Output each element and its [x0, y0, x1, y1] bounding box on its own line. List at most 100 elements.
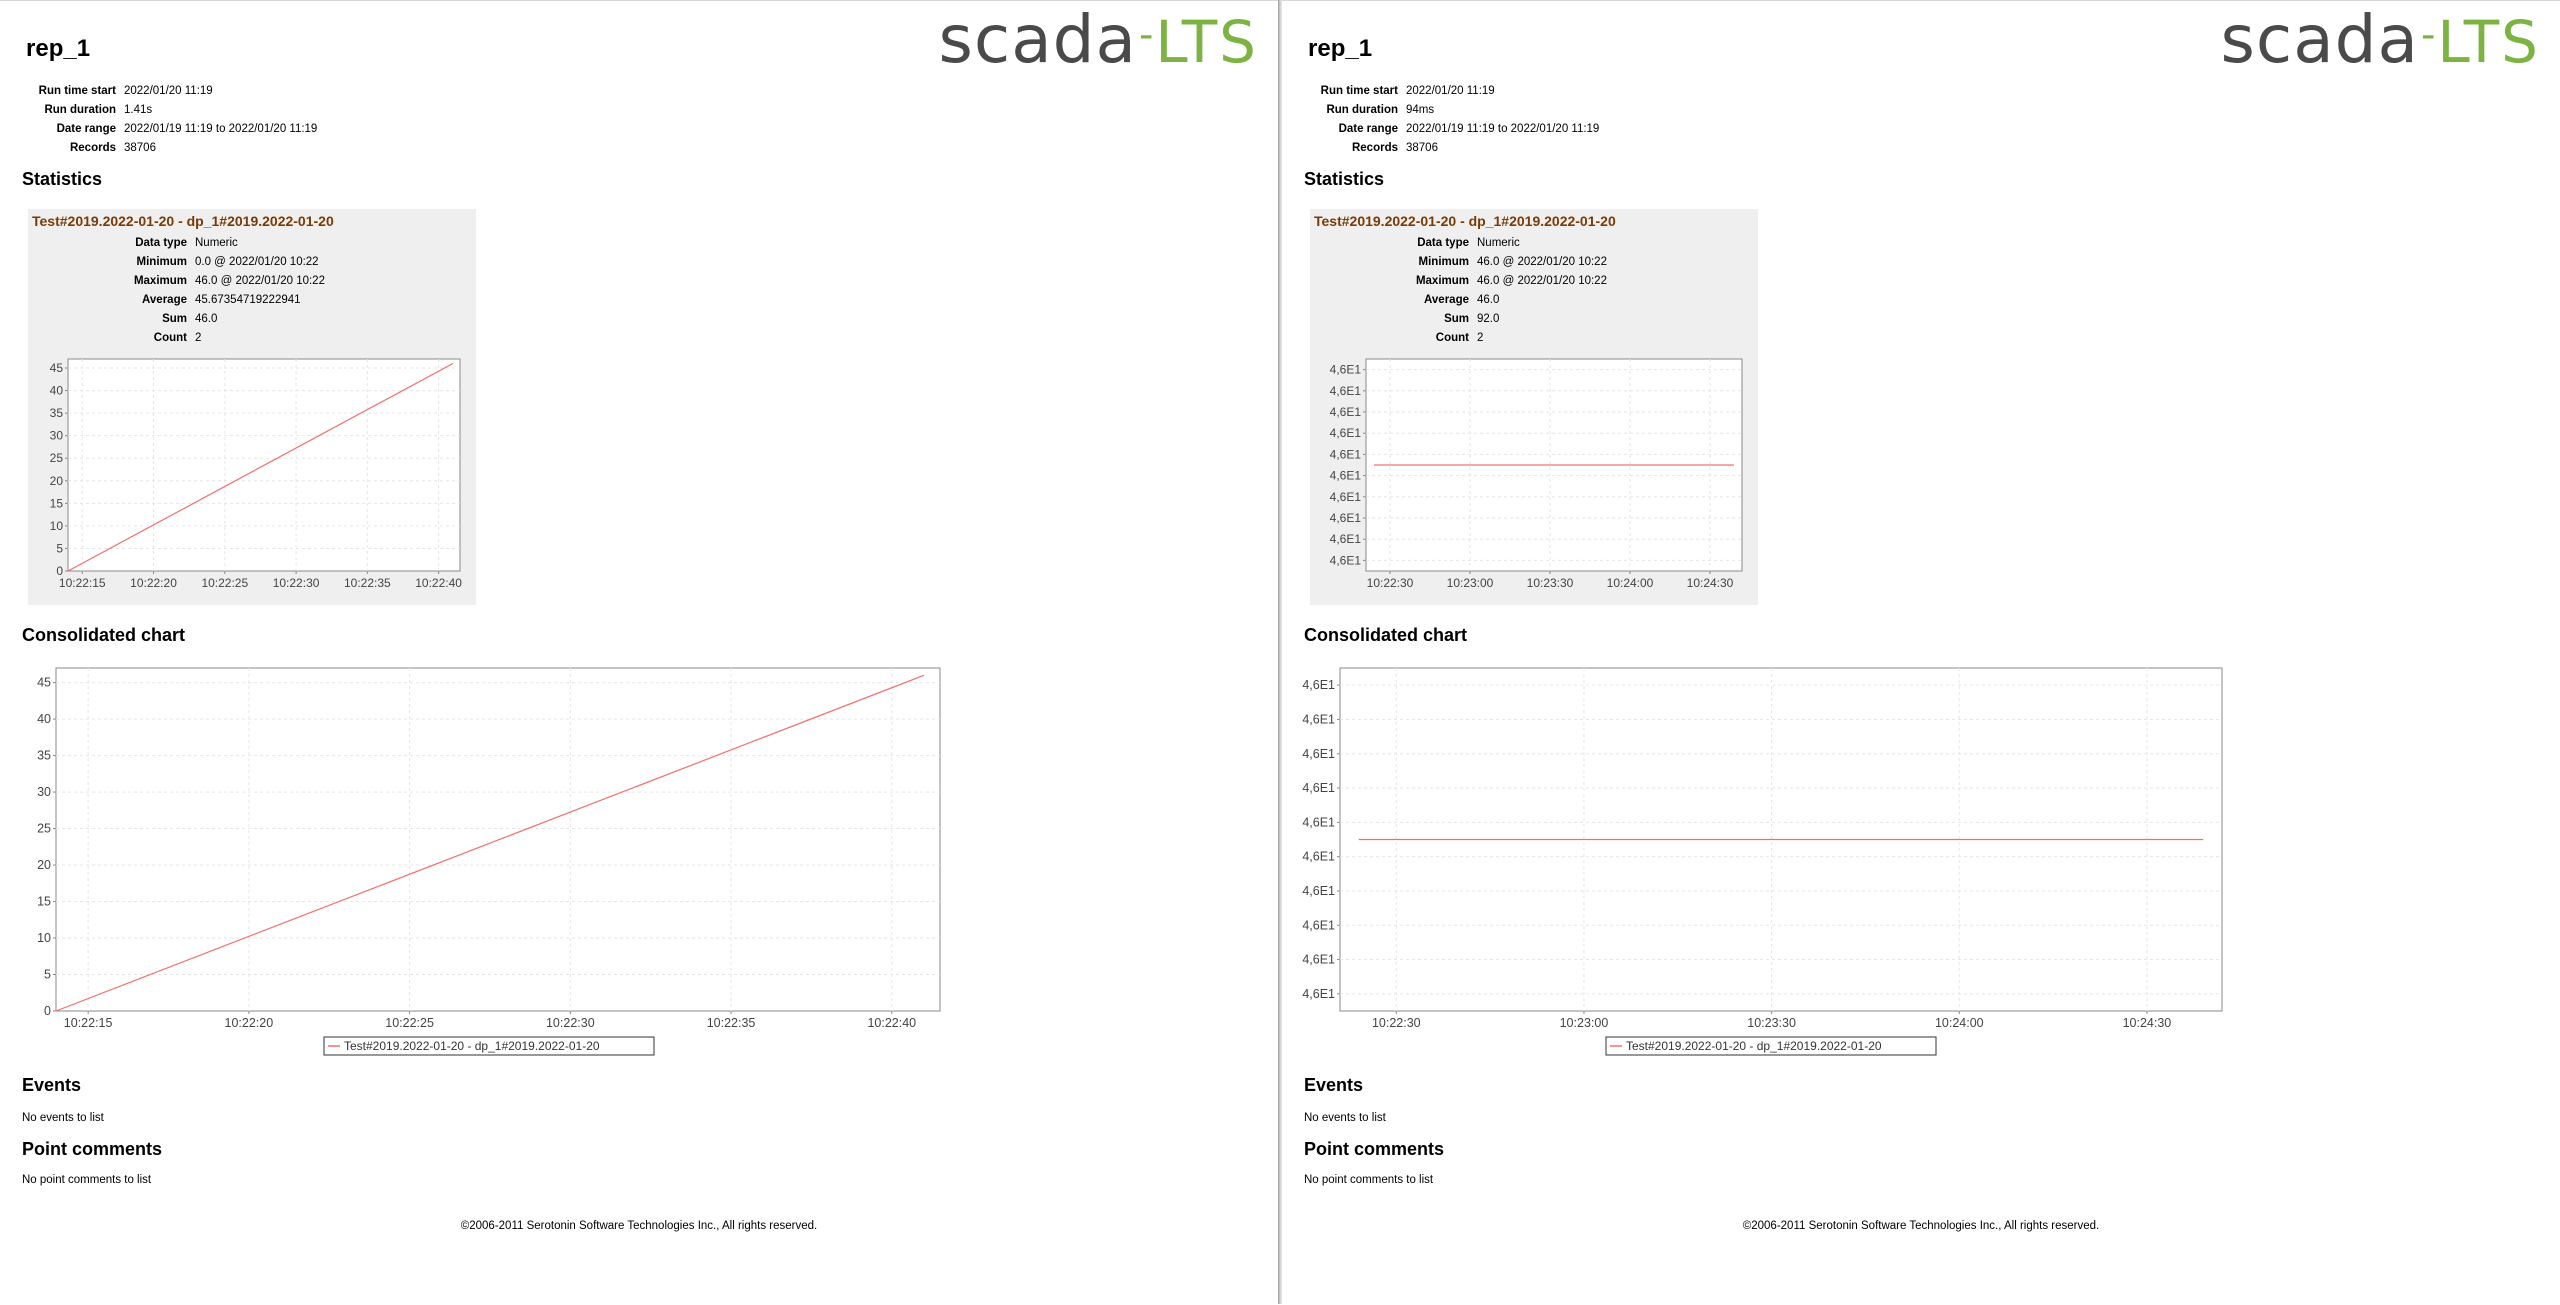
x-tick-label: 10:23:30: [1747, 1016, 1796, 1030]
y-tick-label: 10: [37, 931, 51, 945]
meta-row-label: Records: [1351, 141, 1398, 154]
stat-row-value: 0.0 @ 2022/01/20 10:22: [195, 255, 319, 268]
x-tick-label: 10:22:40: [415, 576, 462, 590]
report-panel: scada-LTS rep_1 Run time start 2022/01/20…: [1282, 0, 2560, 1305]
stat-row: Minimum 0.0 @ 2022/01/20 10:22: [32, 252, 329, 271]
stat-row-label: Average: [1424, 293, 1469, 306]
stat-row: Average 45.67354719222941: [32, 290, 329, 309]
stat-row-value: Numeric: [195, 236, 238, 249]
stat-row-value: 2: [1477, 331, 1484, 344]
meta-row-label: Run time start: [1320, 84, 1398, 97]
y-tick-label: 30: [50, 429, 64, 443]
point-statistics-chart: 4,6E1 4,6E1 4,6E1 4,6E1 4,6E1 4,6E1 4,6E1 4,6E1…: [1330, 358, 1743, 590]
meta-row-value: 94ms: [1406, 103, 1435, 116]
y-tick-label: 4,6E1: [1302, 987, 1335, 1001]
stat-row-value: 45.67354719222941: [195, 293, 301, 306]
y-tick-label: 45: [50, 361, 64, 375]
x-tick-label: 10:22:15: [64, 1016, 113, 1030]
y-tick-label: 4,6E1: [1302, 781, 1335, 795]
point-title: Test#2019.2022-01-20 - dp_1#2019.2022-01…: [32, 213, 334, 229]
point-stats-table: Data type Numeric Minimum 0.0 @ 2022/01/20 …: [32, 233, 329, 347]
y-tick-label: 40: [50, 384, 64, 398]
x-tick-label: 10:22:30: [273, 576, 320, 590]
x-tick-label: 10:24:00: [1607, 576, 1654, 590]
y-tick-label: 4,6E1: [1330, 447, 1362, 461]
y-tick-label: 30: [37, 785, 51, 799]
meta-row-value: 38706: [124, 141, 156, 154]
stat-row-label: Data type: [135, 236, 187, 249]
x-tick-label: 10:23:00: [1560, 1016, 1609, 1030]
statistics-heading: Statistics: [22, 169, 103, 189]
stat-row-label: Data type: [1417, 236, 1469, 249]
logo-lts-text: LTS: [1155, 8, 1258, 76]
statistics-heading: Statistics: [1304, 169, 1385, 189]
x-tick-label: 10:22:30: [546, 1016, 595, 1030]
scada-lts-logo: scada-LTS: [2221, 7, 2540, 76]
y-tick-label: 40: [37, 712, 51, 726]
report-title: rep_1: [1308, 35, 1373, 62]
meta-row-value: 38706: [1406, 141, 1438, 154]
events-heading: Events: [22, 1075, 82, 1095]
chart-legend: Test#2019.2022-01-20 - dp_1#2019.2022-01…: [323, 1036, 655, 1056]
x-tick-label: 10:24:00: [1935, 1016, 1984, 1030]
report-meta-table: Run time start 2022/01/20 11:19 Run durati…: [1304, 81, 1603, 157]
legend-box: [323, 1036, 655, 1056]
y-tick-label: 4,6E1: [1302, 953, 1335, 967]
stat-row-label: Count: [1435, 331, 1469, 344]
stat-row-label: Sum: [1444, 312, 1469, 325]
meta-row: Run duration 1.41s: [22, 100, 321, 119]
series-line: [67, 362, 454, 572]
y-tick-label: 4,6E1: [1302, 712, 1335, 726]
y-tick-label: 25: [50, 451, 64, 465]
y-tick-label: 4,6E1: [1330, 426, 1362, 440]
point-statistics-chart: 0 5 10 15 20 25 30 35 40 45 10:22:15 10:22:20 10:22:…: [50, 358, 462, 590]
y-tick-label: 35: [37, 749, 51, 763]
meta-row-value: 2022/01/19 11:19 to 2022/01/20 11:19: [124, 122, 318, 135]
events-empty-text: No events to list: [1304, 1112, 1386, 1124]
consolidated-chart: 0 5 10 15 20 25 30 35 40 45 10:22:15 10:22:20 10:22:…: [37, 667, 941, 1056]
y-tick-label: 15: [37, 895, 51, 909]
x-tick-label: 10:22:25: [201, 576, 248, 590]
stat-row: Data type Numeric: [32, 233, 329, 252]
x-tick-label: 10:22:35: [707, 1016, 756, 1030]
stat-row: Sum 92.0: [1314, 309, 1611, 328]
report-panel: scada-LTS rep_1 Run time start 2022/01/20…: [0, 0, 1278, 1305]
y-tick-label: 4,6E1: [1302, 678, 1335, 692]
stat-row-value: Numeric: [1477, 236, 1520, 249]
stat-row-label: Maximum: [1415, 274, 1469, 287]
point-statistics-box: Test#2019.2022-01-20 - dp_1#2019.2022-01…: [1310, 209, 1758, 605]
copyright-footer: ©2006-2011 Serotonin Software Technologi…: [1742, 1220, 2100, 1232]
y-tick-label: 35: [50, 406, 64, 420]
point-statistics-box: Test#2019.2022-01-20 - dp_1#2019.2022-01…: [28, 209, 476, 605]
y-tick-label: 4,6E1: [1302, 815, 1335, 829]
y-tick-label: 0: [56, 564, 63, 578]
y-tick-label: 20: [50, 474, 64, 488]
events-heading: Events: [1304, 1075, 1364, 1095]
meta-row-label: Run duration: [1326, 103, 1398, 116]
stat-row: Count 2: [32, 328, 329, 347]
y-tick-label: 4,6E1: [1330, 384, 1362, 398]
x-tick-label: 10:22:20: [130, 576, 177, 590]
y-tick-label: 20: [37, 858, 51, 872]
x-tick-label: 10:24:30: [2123, 1016, 2172, 1030]
stat-row: Sum 46.0: [32, 309, 329, 328]
copyright-footer: ©2006-2011 Serotonin Software Technologi…: [460, 1220, 818, 1232]
consolidated-chart-heading: Consolidated chart: [1304, 625, 1468, 645]
point-title: Test#2019.2022-01-20 - dp_1#2019.2022-01…: [1314, 213, 1616, 229]
x-tick-label: 10:22:30: [1367, 576, 1414, 590]
window-divider[interactable]: [1278, 0, 1282, 1304]
x-tick-label: 10:22:20: [225, 1016, 274, 1030]
stat-row: Average 46.0: [1314, 290, 1611, 309]
logo-scada-text: scada: [2220, 1, 2419, 78]
point-comments-heading: Point comments: [1304, 1139, 1445, 1159]
consolidated-chart-heading: Consolidated chart: [22, 625, 186, 645]
legend-label: Test#2019.2022-01-20 - dp_1#2019.2022-01…: [344, 1039, 600, 1053]
y-tick-label: 5: [44, 968, 51, 982]
meta-row-label: Date range: [56, 122, 116, 135]
x-tick-label: 10:23:00: [1447, 576, 1494, 590]
y-tick-label: 4,6E1: [1330, 490, 1362, 504]
report-meta-table: Run time start 2022/01/20 11:19 Run durati…: [22, 81, 321, 157]
point-comments-heading: Point comments: [22, 1139, 163, 1159]
y-tick-label: 5: [56, 541, 63, 555]
stat-row-value: 46.0: [1477, 293, 1500, 306]
